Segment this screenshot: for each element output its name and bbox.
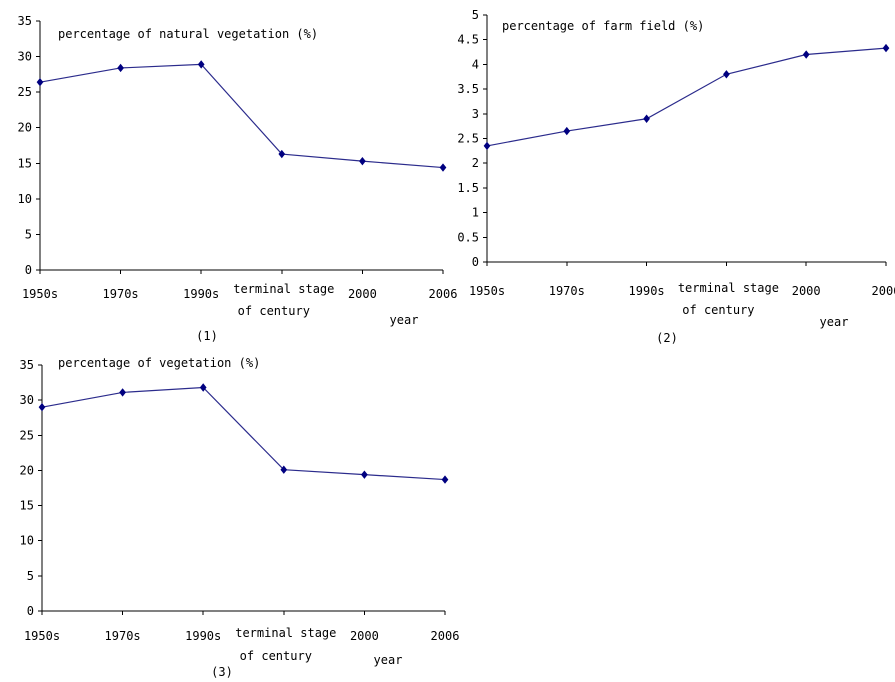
- data-point-marker: [38, 402, 46, 412]
- chart-title: percentage of farm field (%): [502, 19, 704, 33]
- data-point-marker: [36, 77, 44, 87]
- x-axis-label: year: [374, 653, 403, 667]
- data-point-marker: [802, 50, 810, 59]
- y-tick-label: 3.5: [457, 82, 479, 96]
- data-point-marker: [361, 470, 368, 479]
- y-tick-label: 10: [18, 192, 32, 206]
- x-tick-label: 2000: [348, 287, 377, 301]
- y-tick-label: 1: [472, 206, 479, 220]
- chart-panel-2: 0 0.5 1 1.5 2 2.5 3 3.5 4 4.5 5 1950s 1970s 1990s term…: [457, 8, 895, 345]
- x-tick-label: 2006: [431, 629, 460, 643]
- x-tick-label: 1950s: [22, 287, 58, 301]
- data-point-marker: [643, 114, 650, 123]
- data-point-marker: [197, 60, 205, 69]
- x-tick-label: terminal stage of century: [235, 626, 336, 663]
- x-tick-label: 1950s: [24, 629, 60, 643]
- data-point-marker: [359, 156, 366, 166]
- y-tick-label: 20: [18, 121, 32, 135]
- x-tick-label: terminal stage of century: [678, 281, 779, 317]
- y-tick-label: 0: [27, 604, 34, 618]
- data-point-marker: [117, 63, 124, 73]
- x-tick-label: 1970s: [105, 629, 141, 643]
- y-tick-label: 0: [472, 255, 479, 269]
- y-tick-label: 2.5: [457, 132, 479, 146]
- data-point-marker: [882, 43, 890, 53]
- chart-title: percentage of natural vegetation (%): [58, 27, 318, 41]
- y-tick-label: 2: [472, 156, 479, 170]
- x-tick-label: 1970s: [103, 287, 139, 301]
- y-tick-label: 15: [18, 156, 32, 170]
- data-point-marker: [483, 141, 491, 151]
- y-tick-label: 30: [18, 50, 32, 64]
- chart-title: percentage of vegetation (%): [58, 356, 260, 370]
- data-point-marker: [199, 383, 207, 392]
- chart-panel-1: 0 5 10 15 20 25 30 35 1950s 1970s 1990s terminal st…: [18, 14, 458, 343]
- x-tick-label: 1990s: [629, 284, 665, 298]
- series-line: [486, 47, 887, 147]
- data-point-marker: [723, 70, 730, 79]
- series-line: [41, 386, 446, 481]
- y-tick-label: 5: [25, 227, 32, 241]
- y-tick-label: 4.5: [457, 33, 479, 47]
- data-point-marker: [280, 465, 288, 474]
- x-tick-label: terminal stage of century: [233, 282, 334, 318]
- x-tick-label: 2006: [872, 284, 895, 298]
- chart-panel-3: 0 5 10 15 20 25 30 35 1950s 1970s 1990s terminal st…: [20, 356, 460, 679]
- y-tick-label: 25: [20, 428, 34, 442]
- data-point-marker: [119, 388, 126, 397]
- y-tick-label: 20: [20, 463, 34, 477]
- y-tick-label: 15: [20, 499, 34, 513]
- y-tick-label: 5: [472, 8, 479, 22]
- x-tick-label: 1990s: [183, 287, 219, 301]
- y-tick-label: 4: [472, 57, 479, 71]
- y-tick-label: 35: [18, 14, 32, 28]
- y-tick-label: 5: [27, 569, 34, 583]
- y-tick-label: 35: [20, 358, 34, 372]
- x-axis-label: year: [820, 315, 849, 329]
- y-tick-label: 0.5: [457, 230, 479, 244]
- chart-caption: (2): [656, 331, 678, 345]
- y-tick-label: 1.5: [457, 181, 479, 195]
- y-tick-label: 25: [18, 85, 32, 99]
- x-tick-label: 2000: [350, 629, 379, 643]
- x-tick-label: 1950s: [469, 284, 505, 298]
- chart-caption: (1): [196, 329, 218, 343]
- y-tick-label: 10: [20, 534, 34, 548]
- x-axis-label: year: [390, 313, 419, 327]
- data-point-marker: [441, 475, 449, 484]
- y-tick-label: 0: [25, 263, 32, 277]
- data-point-marker: [278, 149, 286, 159]
- series-line: [39, 63, 444, 169]
- data-point-marker: [439, 163, 447, 172]
- data-point-marker: [563, 126, 571, 136]
- chart-caption: (3): [211, 665, 233, 679]
- x-tick-label: 2006: [429, 287, 458, 301]
- x-tick-label: 2000: [792, 284, 821, 298]
- y-tick-label: 30: [20, 393, 34, 407]
- x-tick-label: 1990s: [185, 629, 221, 643]
- x-tick-label: 1970s: [549, 284, 585, 298]
- y-tick-label: 3: [472, 107, 479, 121]
